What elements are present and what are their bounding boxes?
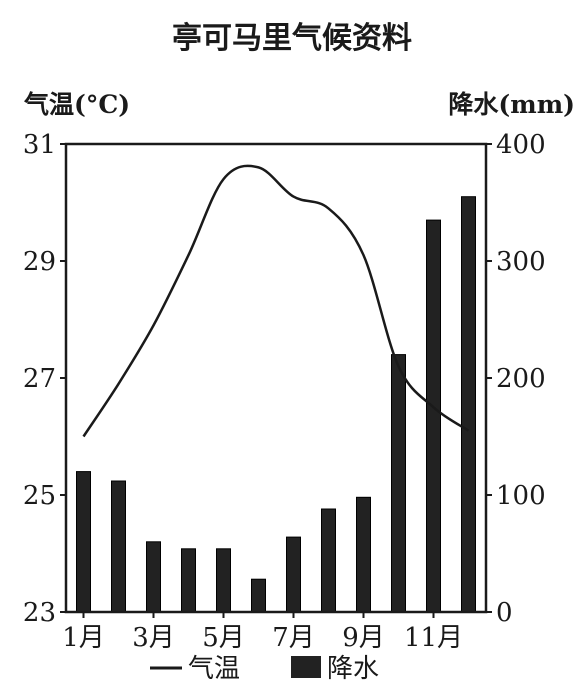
precip-bar <box>356 496 371 613</box>
precip-bar <box>216 548 231 613</box>
precip-bar <box>321 508 336 613</box>
legend-label-precipitation: 降水 <box>327 654 379 684</box>
y-left-tick-label: 31 <box>23 130 56 160</box>
legend-label-temperature: 气温 <box>188 654 240 684</box>
y-left-tick-label: 25 <box>23 481 56 511</box>
y-axis-left-label: 气温(°C) <box>23 90 130 119</box>
y-right-tick-label: 400 <box>496 130 546 160</box>
y-axis-right-ticks: 0 100 200 300 400 <box>486 130 546 628</box>
precipitation-bars <box>76 196 476 613</box>
plot-frame <box>64 142 488 614</box>
x-tick-label: 5月 <box>202 623 245 653</box>
x-tick-label: 1月 <box>62 623 105 653</box>
x-tick-label: 9月 <box>342 623 385 653</box>
precip-bar <box>111 480 126 613</box>
y-left-tick-label: 29 <box>23 247 56 277</box>
y-right-tick-label: 300 <box>496 247 546 277</box>
precip-bar <box>461 196 476 613</box>
precip-bar <box>391 354 406 613</box>
precip-bar <box>251 578 266 613</box>
x-tick-label: 3月 <box>132 623 175 653</box>
precip-bar <box>426 219 441 613</box>
y-axis-left-ticks: 23 25 27 29 31 <box>23 130 66 628</box>
chart-title: 亭可马里气候资料 <box>172 21 412 56</box>
y-right-tick-label: 100 <box>496 481 546 511</box>
x-axis-ticks: 1月 3月 5月 7月 9月 11月 <box>62 612 463 653</box>
y-left-tick-label: 23 <box>23 598 56 628</box>
precip-bar <box>181 548 196 613</box>
y-axis-right-label: 降水(mm) <box>448 90 575 119</box>
precip-bar <box>146 541 161 613</box>
y-left-tick-label: 27 <box>23 364 56 394</box>
legend-bar-swatch <box>291 656 321 678</box>
x-tick-label: 11月 <box>404 623 463 653</box>
legend: 气温 降水 <box>150 654 379 684</box>
x-tick-label: 7月 <box>272 623 315 653</box>
y-right-tick-label: 200 <box>496 364 546 394</box>
temperature-line <box>82 164 470 438</box>
precip-bar <box>286 536 301 613</box>
precip-bar <box>76 471 91 613</box>
y-right-tick-label: 0 <box>496 598 513 628</box>
